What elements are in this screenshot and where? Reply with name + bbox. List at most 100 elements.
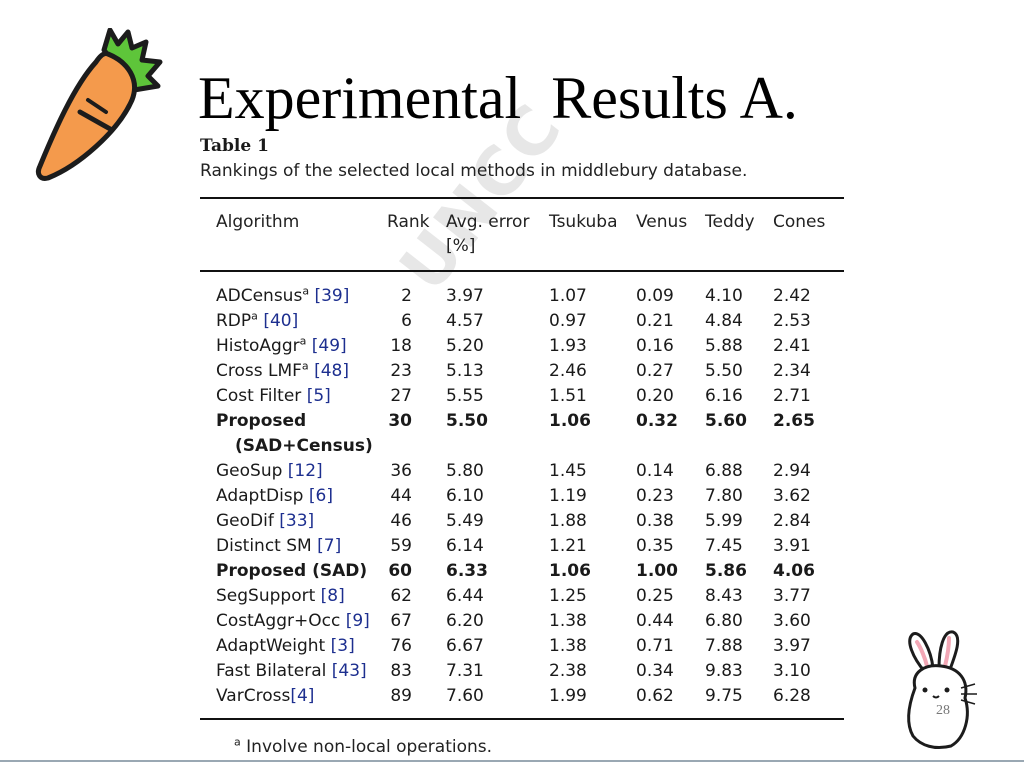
avg-error-cell: 5.49 — [446, 511, 484, 531]
teddy-cell: 6.16 — [705, 386, 743, 406]
tsukuba-cell: 0.97 — [549, 311, 587, 331]
tsukuba-cell: 1.99 — [549, 686, 587, 706]
citation-link[interactable]: [8] — [320, 586, 345, 606]
citation-link[interactable]: [48] — [314, 361, 349, 381]
algorithm-name: Proposed — [216, 411, 307, 431]
rank-cell: 67 — [390, 611, 412, 631]
algorithm-name: AdaptDisp — [216, 486, 304, 506]
algorithm-cell: Proposed (SAD) — [216, 559, 367, 584]
algorithm-name-line2: (SAD+Census) — [235, 436, 373, 456]
algorithm-name: Distinct SM — [216, 536, 312, 556]
venus-cell: 0.38 — [636, 511, 674, 531]
teddy-cell: 7.80 — [705, 486, 743, 506]
rank-cell: 60 — [388, 561, 412, 581]
algorithm-cell: HistoAggra [49] — [216, 334, 347, 359]
header-tsukuba: Tsukuba — [549, 212, 618, 232]
citation-link[interactable]: [39] — [314, 286, 350, 306]
header-avg-error: Avg. error [%] — [446, 210, 529, 258]
teddy-cell: 5.86 — [705, 561, 747, 581]
rank-cell: 2 — [401, 286, 412, 306]
rank-cell: 18 — [390, 336, 412, 356]
cones-cell: 2.65 — [773, 411, 815, 431]
citation-link[interactable]: [6] — [308, 486, 333, 506]
venus-cell: 0.16 — [636, 336, 674, 356]
venus-cell: 0.23 — [636, 486, 674, 506]
algorithm-cell: ADCensusa [39] — [216, 284, 349, 309]
rank-cell: 36 — [390, 461, 412, 481]
algorithm-name: VarCross — [216, 686, 291, 706]
venus-cell: 0.27 — [636, 361, 674, 381]
cones-cell: 6.28 — [773, 686, 811, 706]
citation-link[interactable]: [33] — [279, 511, 315, 531]
tsukuba-cell: 1.21 — [549, 536, 587, 556]
header-avg-error-line1: Avg. error — [446, 212, 530, 232]
algorithm-name: HistoAggr — [216, 336, 300, 356]
avg-error-cell: 6.10 — [446, 486, 484, 506]
tsukuba-cell: 1.88 — [549, 511, 587, 531]
cones-cell: 2.41 — [773, 336, 811, 356]
algorithm-cell: Distinct SM [7] — [216, 534, 341, 559]
citation-link[interactable]: [49] — [311, 336, 347, 356]
tsukuba-cell: 1.45 — [549, 461, 587, 481]
citation-link[interactable]: [40] — [263, 311, 299, 331]
cones-cell: 2.84 — [773, 511, 811, 531]
avg-error-cell: 5.55 — [446, 386, 484, 406]
cones-cell: 3.62 — [773, 486, 811, 506]
rank-cell: 44 — [390, 486, 412, 506]
teddy-cell: 5.60 — [705, 411, 747, 431]
algorithm-cell: GeoSup [12] — [216, 459, 323, 484]
footnote-text: Involve non-local operations. — [246, 737, 493, 757]
venus-cell: 1.00 — [636, 561, 678, 581]
cones-cell: 3.77 — [773, 586, 811, 606]
teddy-cell: 5.88 — [705, 336, 743, 356]
table-header-rule — [200, 270, 844, 272]
algorithm-cell: CostAggr+Occ [9] — [216, 609, 370, 634]
venus-cell: 0.35 — [636, 536, 674, 556]
venus-cell: 0.62 — [636, 686, 674, 706]
cones-cell: 3.60 — [773, 611, 811, 631]
algorithm-name: GeoDif — [216, 511, 274, 531]
algorithm-name: Proposed (SAD) — [216, 561, 368, 581]
teddy-cell: 9.83 — [705, 661, 743, 681]
avg-error-cell: 5.50 — [446, 411, 488, 431]
table-label: Table 1 — [200, 136, 269, 156]
teddy-cell: 5.99 — [705, 511, 743, 531]
table-caption: Rankings of the selected local methods i… — [200, 161, 748, 181]
citation-link[interactable]: [7] — [317, 536, 342, 556]
avg-error-cell: 6.44 — [446, 586, 484, 606]
tsukuba-cell: 1.51 — [549, 386, 587, 406]
algorithm-name: GeoSup — [216, 461, 283, 481]
venus-cell: 0.44 — [636, 611, 674, 631]
teddy-cell: 4.10 — [705, 286, 743, 306]
header-cones: Cones — [773, 212, 826, 232]
avg-error-cell: 6.33 — [446, 561, 488, 581]
citation-link[interactable]: [4] — [290, 686, 315, 706]
rank-cell: 89 — [390, 686, 412, 706]
cones-cell: 2.42 — [773, 286, 811, 306]
rank-cell: 83 — [390, 661, 412, 681]
header-venus: Venus — [636, 212, 688, 232]
venus-cell: 0.09 — [636, 286, 674, 306]
cones-cell: 3.10 — [773, 661, 811, 681]
citation-link[interactable]: [3] — [330, 636, 355, 656]
citation-link[interactable]: [9] — [345, 611, 370, 631]
algorithm-name: Fast Bilateral — [216, 661, 327, 681]
cones-cell: 3.97 — [773, 636, 811, 656]
avg-error-cell: 6.14 — [446, 536, 484, 556]
footnote-marker: a — [302, 284, 310, 298]
citation-link[interactable]: [5] — [306, 386, 331, 406]
algorithm-name: RDP — [216, 311, 252, 331]
citation-link[interactable]: [12] — [287, 461, 323, 481]
cones-cell: 2.94 — [773, 461, 811, 481]
venus-cell: 0.25 — [636, 586, 674, 606]
algorithm-cell: AdaptDisp [6] — [216, 484, 333, 509]
teddy-cell: 6.88 — [705, 461, 743, 481]
algorithm-name: AdaptWeight — [216, 636, 326, 656]
tsukuba-cell: 2.38 — [549, 661, 587, 681]
citation-link[interactable]: [43] — [331, 661, 367, 681]
tsukuba-cell: 1.06 — [549, 561, 591, 581]
algorithm-cell: AdaptWeight [3] — [216, 634, 355, 659]
algorithm-cell: VarCross[4] — [216, 684, 314, 709]
avg-error-cell: 4.57 — [446, 311, 484, 331]
tsukuba-cell: 1.06 — [549, 411, 591, 431]
